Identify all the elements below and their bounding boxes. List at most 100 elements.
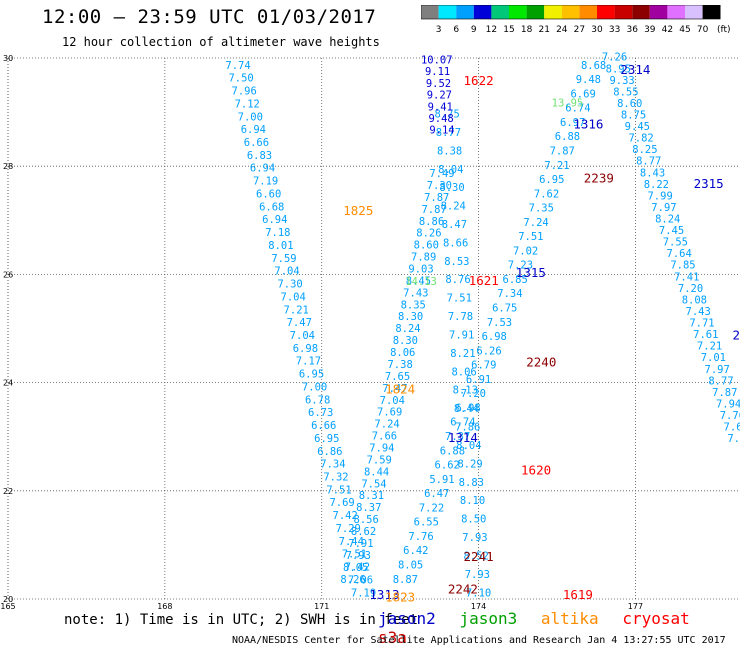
pass-time-label: 1825 — [343, 203, 373, 218]
swh-value-label: 8.35 — [401, 299, 426, 311]
x-tick-label: 174 — [471, 602, 486, 611]
swh-value-label: 7.87 — [550, 145, 575, 157]
swh-value-label: 6.94 — [241, 124, 266, 136]
swh-value-label: 9.03 — [408, 263, 433, 275]
swh-value-label: 8.60 — [617, 98, 642, 110]
y-tick-label: 20 — [3, 595, 13, 604]
swh-value-label: 9.45 — [625, 121, 650, 133]
swh-value-label: 7.34 — [497, 288, 522, 300]
swh-value-label: 7.19 — [351, 587, 376, 599]
swh-value-label: 8.95 — [606, 63, 631, 75]
swh-value-label: 6.74 — [565, 103, 590, 115]
swh-value-label: 8.50 — [461, 514, 486, 526]
swh-value-label: 8.05 — [343, 562, 368, 574]
swh-value-label: 7.04 — [290, 330, 315, 342]
swh-value-label: 6.55 — [414, 517, 439, 529]
pass-time-label: 2240 — [526, 354, 556, 369]
colorbar-swatch — [526, 5, 545, 19]
swh-value-label: 7.22 — [419, 502, 444, 514]
colorbar-tick-label: 45 — [679, 25, 690, 35]
colorbar-swatch — [509, 5, 527, 19]
swh-value-label: 8.68 — [581, 60, 606, 72]
swh-value-label: 6.62 — [435, 460, 460, 472]
colorbar-tick-label: 18 — [521, 25, 533, 35]
pass-time-label: 1622 — [464, 73, 494, 88]
colorbar-tick-label: 12 — [486, 25, 497, 35]
colorbar-tick-label: 33 — [609, 25, 620, 35]
colorbar-swatch — [702, 5, 721, 19]
swh-value-label: 13.95 — [552, 98, 584, 110]
swh-value-label: 10.07 — [421, 54, 453, 66]
swh-value-label: 7.96 — [232, 86, 257, 98]
colorbar-swatch — [632, 5, 650, 19]
swh-value-label: 7.86 — [455, 422, 480, 434]
swh-value-label: 8.38 — [437, 145, 462, 157]
swh-value-label: 7.41 — [674, 271, 699, 283]
swh-value-label: 7.12 — [235, 98, 260, 110]
swh-value-label: 7.93 — [462, 532, 487, 544]
pass-time-label: 2315 — [694, 176, 724, 191]
swh-value-label: 8.87 — [393, 574, 418, 586]
colorbar-swatch — [473, 5, 492, 19]
swh-value-label: 8.30 — [439, 182, 464, 194]
colorbar-tick-label: 6 — [453, 25, 459, 35]
units-note: note: 1) Time is in UTC; 2) SWH is in fe… — [64, 612, 419, 628]
colorbar-swatch — [544, 5, 562, 19]
swh-value-label: 8.04 — [438, 164, 463, 176]
legend-s3a: s3a — [378, 628, 407, 647]
x-tick-label: 177 — [628, 602, 643, 611]
swh-value-label: 8.06 — [451, 366, 476, 378]
pass-time-label: 2314 — [620, 62, 650, 77]
swh-value-label: 8.47 — [442, 219, 467, 231]
colorbar-tick-label: 36 — [626, 25, 638, 35]
swh-value-label: 7.04 — [274, 266, 299, 278]
swh-value-label: 7.63 — [724, 422, 740, 434]
swh-value-label: 6.68 — [259, 201, 284, 213]
swh-value-label: 6.74 — [450, 417, 475, 429]
swh-value-label: 7.38 — [387, 359, 412, 371]
swh-value-label: 6.94 — [262, 214, 287, 226]
swh-value-label: 8.06 — [390, 347, 415, 359]
colorbar-swatch — [614, 5, 633, 19]
swh-value-label: 7.94 — [716, 398, 740, 410]
legend-cryosat: cryosat — [622, 609, 690, 628]
swh-value-label: 7.85 — [670, 260, 695, 272]
swh-value-label: 6.47 — [424, 488, 449, 500]
swh-value-label: 8.77 — [436, 127, 461, 139]
swh-value-label: 8.04 — [456, 440, 481, 452]
swh-value-label: 8.08 — [682, 294, 707, 306]
swh-value-label: 7.62 — [534, 188, 559, 200]
swh-value-label: 7.76 — [408, 531, 433, 543]
swh-value-label: 9.52 — [426, 78, 451, 90]
swh-value-label: 6.98 — [455, 402, 480, 414]
swh-value-label: 7.35 — [529, 203, 554, 215]
swh-value-label: 7.97 — [705, 364, 730, 376]
swh-value-label: 6.66 — [311, 420, 336, 432]
swh-value-label: 7.23 — [508, 260, 533, 272]
swh-value-label: 6.95 — [314, 433, 339, 445]
swh-value-label: 8.29 — [457, 458, 482, 470]
swh-value-label: 8.86 — [419, 216, 444, 228]
swh-value-label: 8.60 — [414, 240, 439, 252]
colorbar-tick-label: 21 — [538, 25, 549, 35]
swh-value-label: 7.24 — [374, 419, 399, 431]
swh-value-label: 8.53 — [444, 256, 469, 268]
swh-value-label: 6.69 — [570, 88, 595, 100]
swh-value-label: 7.37 — [445, 431, 470, 443]
legend-jason2: jason2 — [378, 609, 436, 628]
swh-value-label: 7.10 — [466, 587, 491, 599]
swh-value-label: 7.44 — [339, 536, 364, 548]
swh-value-label: 8.24 — [395, 323, 420, 335]
swh-value-label: 9.48 — [576, 74, 601, 86]
colorbar-tick-label: 3 — [436, 25, 442, 35]
colorbar-swatch — [685, 5, 703, 19]
swh-value-label: 7.69 — [377, 407, 402, 419]
swh-value-label: 7.93 — [465, 569, 490, 581]
colorbar-tick-label: 30 — [591, 25, 603, 35]
chart-subtitle: 12 hour collection of altimeter wave hei… — [62, 35, 380, 49]
colorbar-tick-label: 70 — [697, 25, 709, 35]
pass-time-label: 1620 — [521, 463, 551, 478]
swh-value-label: 6.94 — [250, 163, 275, 175]
swh-value-label: 7.65 — [385, 371, 410, 383]
swh-value-label: 7.82 — [628, 133, 653, 145]
